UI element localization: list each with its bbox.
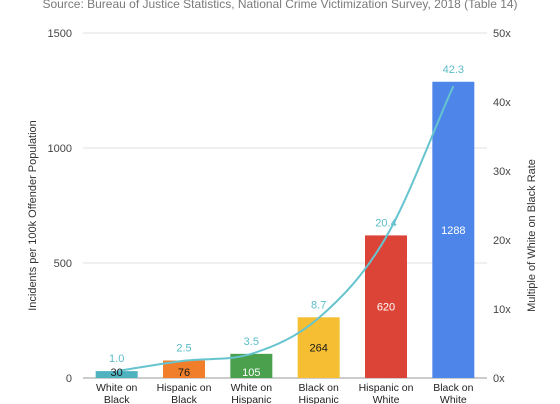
- category-label: White: [373, 394, 400, 404]
- chart-subtitle: Source: Bureau of Justice Statistics, Na…: [42, 0, 518, 11]
- y-tick-label-left: 1000: [48, 143, 72, 155]
- y-tick-label-right: 40x: [493, 97, 511, 109]
- y-tick-label-right: 10x: [493, 304, 511, 316]
- category-label: Hispanic on: [359, 382, 414, 394]
- multiple-value-label: 3.5: [244, 336, 259, 348]
- category-label: White: [440, 394, 467, 404]
- bar-value-label: 76: [178, 367, 190, 379]
- multiple-value-label: 2.5: [176, 343, 191, 355]
- bar: [95, 371, 138, 378]
- y-axis-title-left: Incidents per 100k Offender Population: [27, 120, 39, 311]
- category-label: Black: [171, 394, 197, 404]
- bar-value-label: 264: [309, 343, 327, 355]
- y-tick-label-left: 0: [66, 373, 72, 385]
- multiple-value-label: 1.0: [109, 353, 124, 365]
- y-tick-label-right: 0x: [493, 373, 505, 385]
- bar: [163, 360, 205, 378]
- bar-value-label: 620: [377, 302, 395, 314]
- multiple-value-label: 42.3: [443, 64, 464, 76]
- category-label: Hispanic on: [157, 382, 212, 394]
- bar-value-label: 105: [242, 367, 260, 379]
- multiple-value-label: 20.4: [375, 217, 396, 229]
- category-label: Hispanic: [299, 394, 339, 404]
- y-tick-label-right: 30x: [493, 166, 511, 178]
- category-label: Black: [104, 394, 130, 404]
- category-label: Hispanic: [231, 394, 271, 404]
- multiple-line: [116, 85, 455, 373]
- bar-value-label: 30: [111, 367, 123, 379]
- category-label: White on: [231, 382, 273, 394]
- y-tick-label-left: 500: [54, 258, 72, 270]
- y-tick-label-right: 50x: [493, 28, 511, 40]
- bar-value-label: 1288: [441, 225, 465, 237]
- y-tick-label-right: 20x: [493, 235, 511, 247]
- y-axis-title-right: Multiple of White on Black Rate: [526, 159, 538, 312]
- category-label: Black on: [433, 382, 473, 394]
- y-tick-label-left: 1500: [48, 28, 72, 40]
- category-label: White on: [96, 382, 138, 394]
- category-label: Black on: [299, 382, 339, 394]
- bar: [297, 317, 340, 378]
- multiple-value-label: 8.7: [311, 299, 326, 311]
- bar: [432, 81, 475, 378]
